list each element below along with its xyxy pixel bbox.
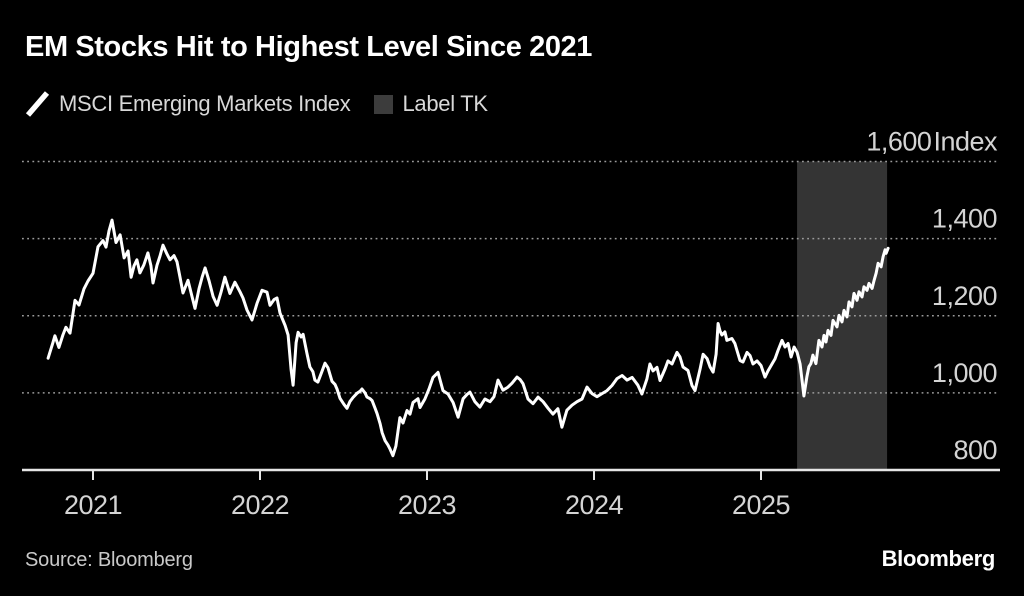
legend-band-label: Label TK — [402, 91, 488, 116]
page-title: EM Stocks Hit to Highest Level Since 202… — [25, 31, 593, 63]
y-axis-label: 800 — [953, 435, 997, 465]
x-axis-label: 2024 — [565, 490, 624, 520]
x-axis-label: 2025 — [732, 490, 790, 520]
index-line-series — [46, 218, 890, 458]
source-note: Source: Bloomberg — [25, 549, 193, 571]
legend: MSCI Emerging Markets Index Label TK — [25, 91, 488, 117]
y-axis-label: 1,600Index — [866, 127, 998, 157]
x-axis-label: 2021 — [64, 490, 122, 520]
line-series-swatch-icon — [25, 91, 50, 117]
y-axis-label: 1,200 — [932, 281, 997, 311]
y-axis-label: 1,000 — [932, 358, 997, 388]
y-axis-unit-label: Index — [933, 127, 998, 157]
bloomberg-logo: Bloomberg — [881, 546, 996, 571]
x-axis-label: 2023 — [398, 490, 456, 520]
band-swatch-icon — [374, 94, 394, 114]
y-axis-label: 1,400 — [932, 204, 997, 234]
legend-series-label: MSCI Emerging Markets Index — [59, 91, 351, 116]
x-axis-label: 2022 — [231, 490, 289, 520]
